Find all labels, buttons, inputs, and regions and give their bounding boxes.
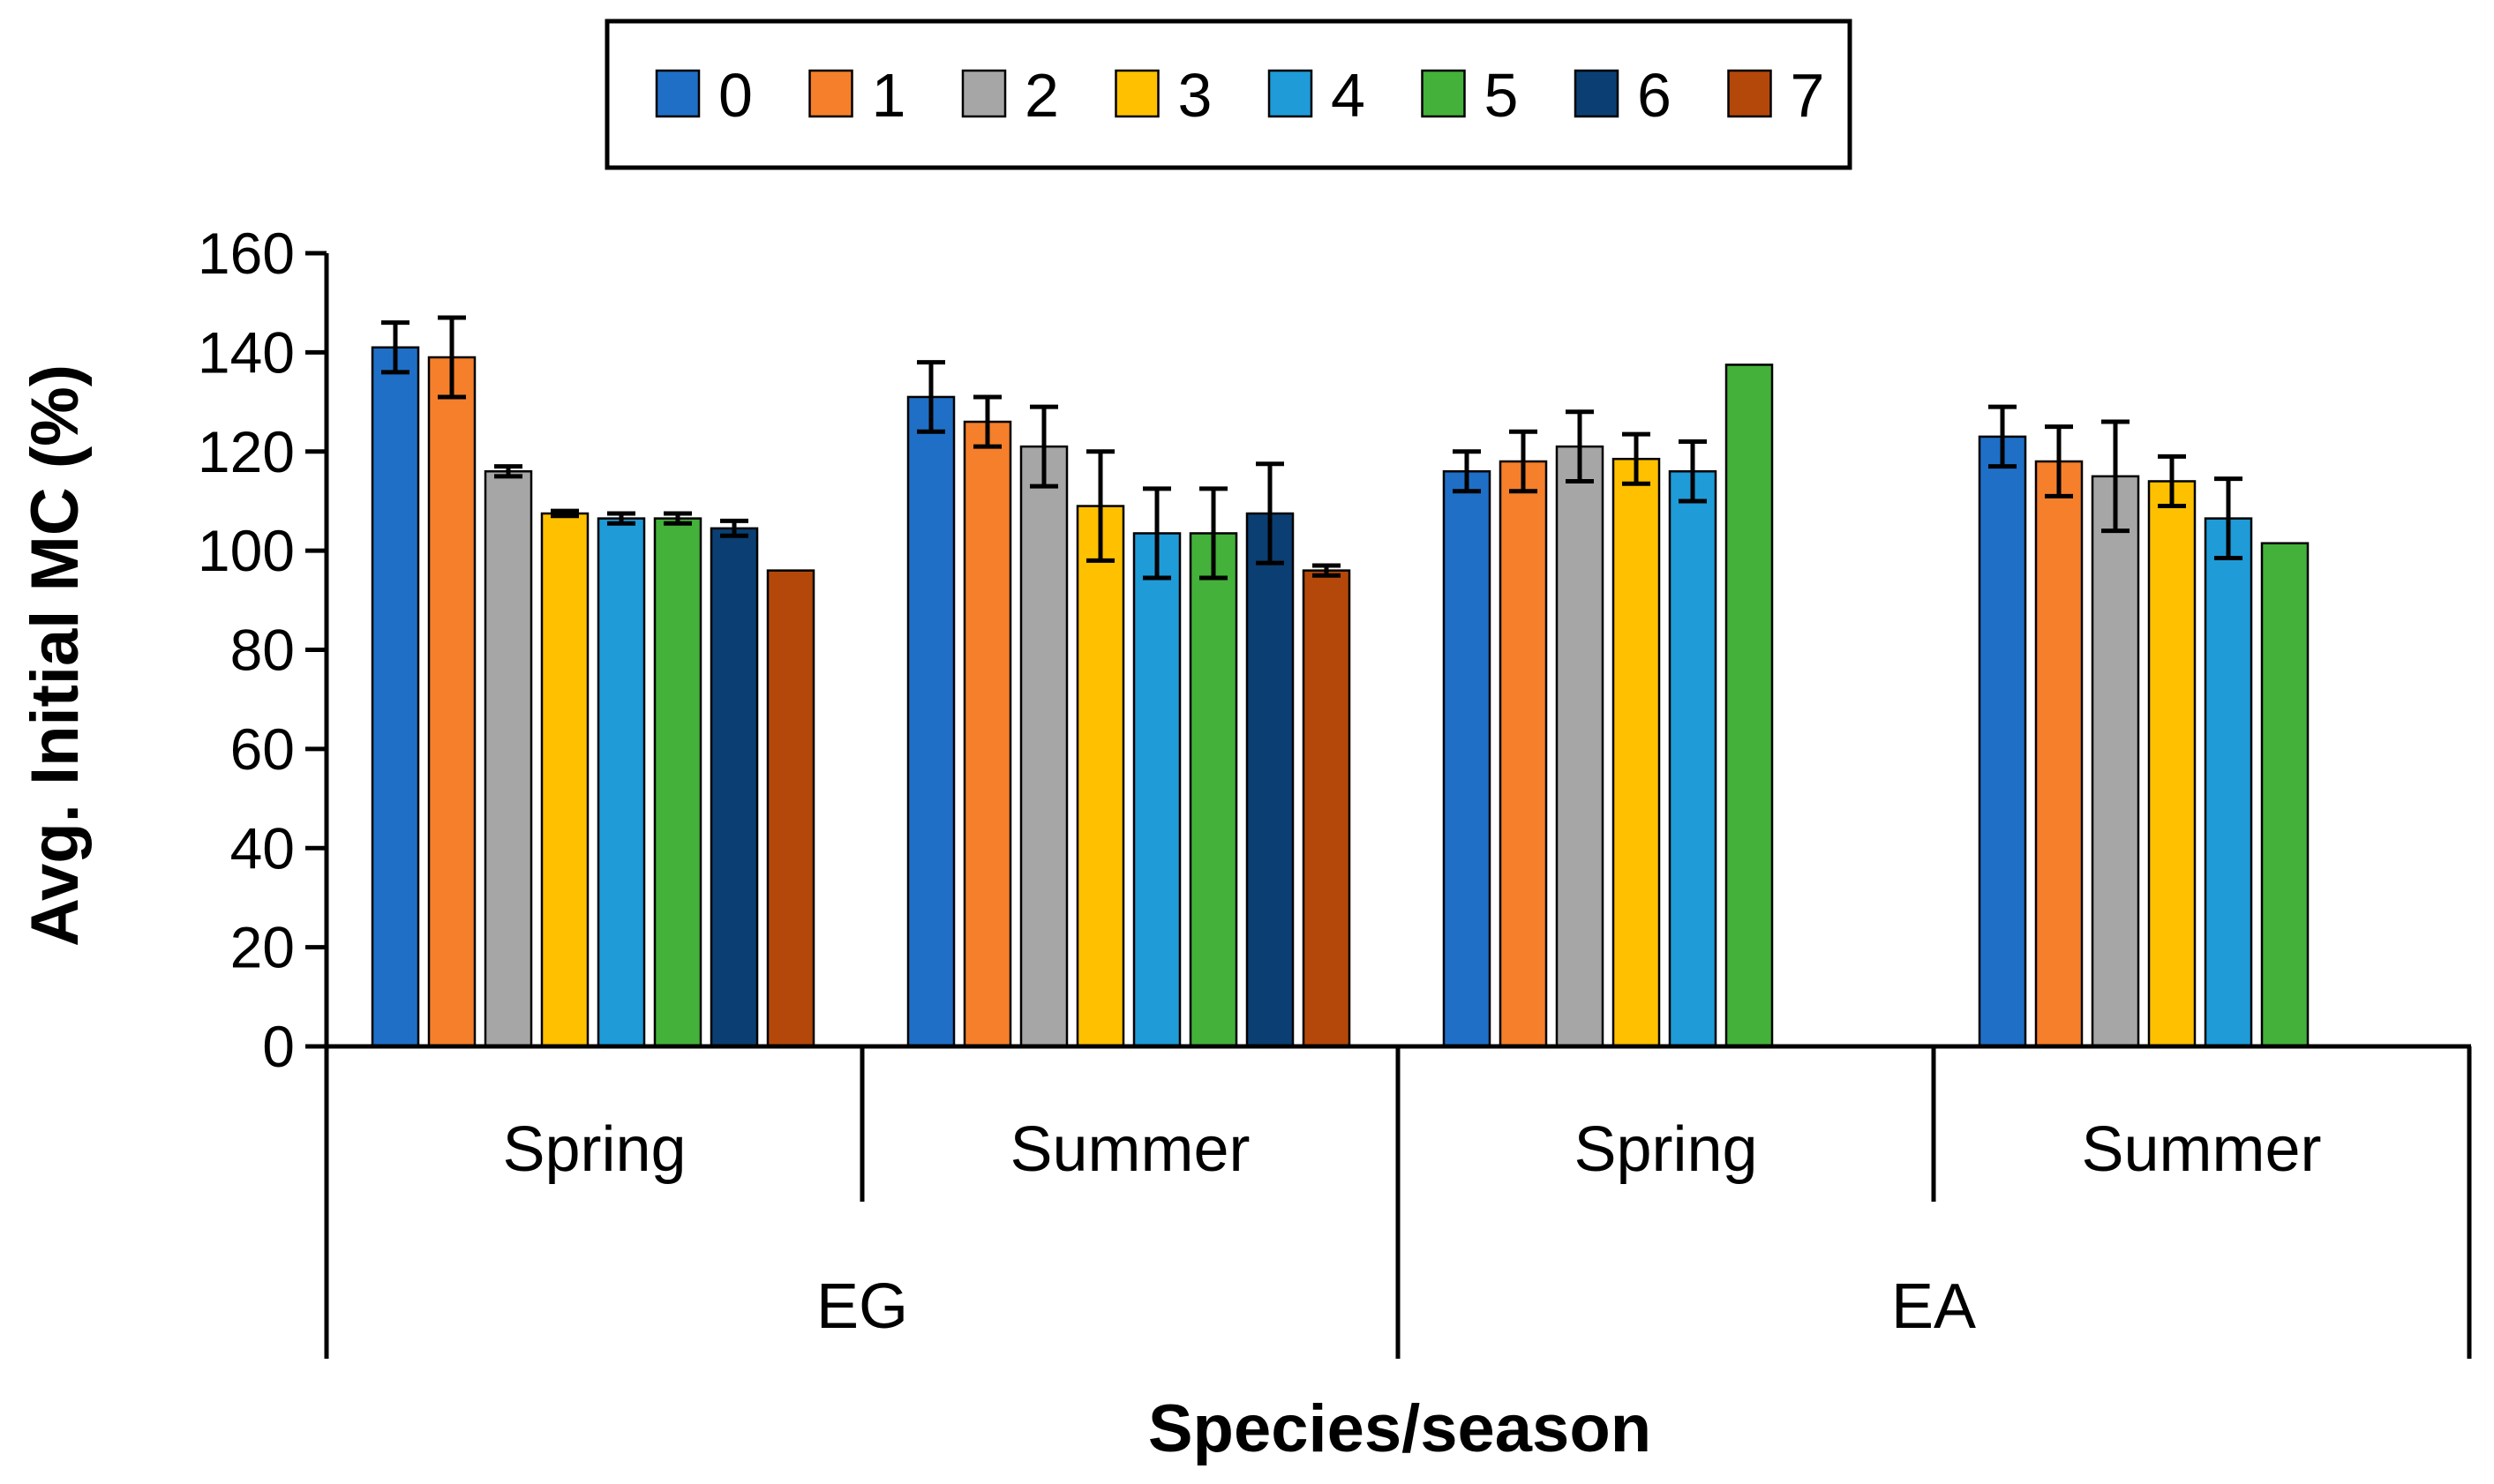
bar	[1302, 569, 1351, 1048]
y-tick-label: 100	[198, 518, 295, 583]
bar	[484, 469, 533, 1048]
legend-label: 3	[1178, 61, 1213, 130]
legend-swatch	[808, 69, 853, 118]
legend-swatch	[1727, 69, 1772, 118]
legend-label: 5	[1484, 61, 1519, 130]
y-tick-label: 20	[230, 915, 295, 980]
bar	[1189, 532, 1238, 1048]
legend-label: 6	[1637, 61, 1671, 130]
bar	[653, 517, 702, 1048]
bar	[2147, 480, 2197, 1048]
bar	[2204, 517, 2253, 1048]
y-tick-label: 80	[230, 618, 295, 683]
bar	[710, 527, 759, 1048]
x-axis: Spring Summer Spring Summer EG EA	[324, 1044, 2472, 1359]
legend-swatch	[1574, 69, 1619, 118]
legend-label: 2	[1025, 61, 1059, 130]
bar	[1668, 469, 1717, 1048]
season-label: Spring	[502, 1114, 686, 1185]
bar	[2091, 475, 2140, 1048]
bar	[906, 395, 956, 1048]
y-tick-label: 140	[198, 319, 295, 385]
bar	[963, 420, 1012, 1048]
bar	[1132, 532, 1182, 1048]
legend-swatch	[1421, 69, 1466, 118]
bar	[1555, 445, 1604, 1048]
bars	[371, 315, 2310, 1048]
season-label: Summer	[2081, 1114, 2321, 1185]
y-tick-label: 40	[230, 815, 295, 881]
bar	[427, 356, 477, 1048]
y-tick-label: 120	[198, 419, 295, 484]
x-axis-title: Species/season	[1148, 1391, 1651, 1466]
species-label: EA	[1891, 1271, 1976, 1342]
season-label: Summer	[1010, 1114, 1250, 1185]
legend-swatch	[655, 69, 701, 118]
bar	[1442, 469, 1491, 1048]
bar	[1076, 505, 1125, 1048]
legend-swatch	[1115, 69, 1160, 118]
legend-swatch	[1267, 69, 1313, 118]
legend: 0 1 2 3 4 5 6 7	[605, 19, 1852, 170]
y-tick-label: 160	[198, 221, 295, 286]
species-label: EG	[816, 1271, 908, 1342]
legend-label: 7	[1791, 61, 1825, 130]
season-label: Spring	[1574, 1114, 1757, 1185]
legend-label: 1	[872, 61, 906, 130]
bar	[766, 569, 815, 1048]
y-tick-label: 0	[262, 1014, 295, 1079]
bar	[1499, 460, 1548, 1048]
y-tick-label: 60	[230, 716, 295, 782]
bar	[540, 512, 590, 1048]
y-axis-title: Avg. Initial MC (%)	[18, 364, 93, 947]
bar	[1019, 445, 1069, 1048]
legend-swatch	[961, 69, 1007, 118]
y-axis: 0 20 40 60 80 100 120 140 160	[198, 221, 329, 1079]
legend-label: 4	[1331, 61, 1365, 130]
bar	[1611, 457, 1661, 1048]
bar	[597, 517, 646, 1048]
bar	[371, 346, 420, 1048]
bar	[2034, 460, 2084, 1048]
bar	[1978, 435, 2027, 1048]
bar	[2260, 542, 2310, 1048]
legend-label: 0	[718, 61, 753, 130]
bar	[1245, 512, 1295, 1048]
bar	[1724, 364, 1774, 1048]
